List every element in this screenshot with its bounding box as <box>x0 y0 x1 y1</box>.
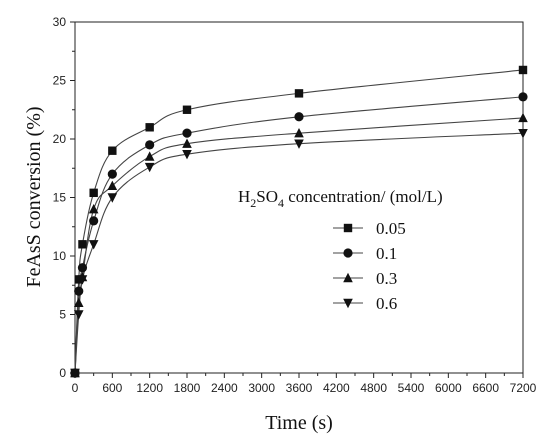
x-tick-label: 5400 <box>398 381 425 395</box>
x-tick-label: 3000 <box>248 381 275 395</box>
x-tick-label: 3600 <box>286 381 313 395</box>
data-point-0.05 <box>518 65 528 75</box>
legend-marker-0.3 <box>343 272 353 283</box>
legend-label-0.3: 0.3 <box>376 269 397 288</box>
data-point-0.3 <box>294 127 304 138</box>
data-point-0.6 <box>144 162 155 173</box>
data-point-0.3 <box>518 112 528 123</box>
data-point-0.05 <box>108 146 117 155</box>
data-point-0.3 <box>73 297 84 307</box>
legend-marker-0.05 <box>343 223 353 233</box>
data-point-0.1 <box>89 216 99 226</box>
data-point-0.3 <box>88 204 99 214</box>
y-tick-label: 10 <box>53 249 67 263</box>
legend-marker-0.1 <box>343 248 353 258</box>
data-point-0.6 <box>518 128 528 139</box>
y-axis-ticks: 0 5 10 15 20 25 30 <box>53 15 75 380</box>
x-tick-label: 4200 <box>323 381 350 395</box>
x-tick-label: 7200 <box>510 381 537 395</box>
legend-label-0.1: 0.1 <box>376 244 397 263</box>
data-point-0.05 <box>294 89 304 98</box>
data-point-0.6 <box>294 139 304 149</box>
x-tick-label: 6600 <box>472 381 499 395</box>
series-line-0.6 <box>74 132 524 374</box>
data-point-0.05 <box>145 123 154 132</box>
data-point-0.1 <box>77 263 88 273</box>
legend-label-0.05: 0.05 <box>376 219 406 238</box>
data-point-0.1 <box>182 128 192 138</box>
data-point-0.1 <box>74 286 84 296</box>
x-tick-label: 600 <box>102 381 122 395</box>
y-tick-label: 15 <box>53 191 67 205</box>
y-tick-label: 30 <box>53 15 67 29</box>
y-tick-label: 25 <box>53 74 67 88</box>
y-tick-label: 0 <box>59 366 66 380</box>
x-tick-label: 1800 <box>174 381 201 395</box>
legend-title: H2SO4 concentration/ (mol/L) <box>238 187 443 210</box>
data-point-0.1 <box>294 112 304 122</box>
data-point-0.6 <box>88 240 99 250</box>
data-point-0.05 <box>78 240 87 249</box>
legend-marker-0.6 <box>343 298 353 309</box>
data-point-0.3 <box>107 180 118 190</box>
x-tick-label: 6000 <box>435 381 462 395</box>
x-axis-ticks: 0 600 1200 1800 2400 3000 3600 4200 4800 5400 6000… <box>72 373 537 395</box>
data-point-0.05 <box>89 188 98 198</box>
x-tick-label: 2400 <box>211 381 238 395</box>
data-point-0.3 <box>182 138 192 148</box>
data-point-0.6 <box>70 368 80 379</box>
y-tick-label: 5 <box>59 308 66 322</box>
y-tick-label: 20 <box>53 132 67 146</box>
data-point-0.1 <box>107 169 117 179</box>
series-line-0.3 <box>74 117 524 374</box>
legend-label-0.6: 0.6 <box>376 294 397 313</box>
data-point-0.05 <box>182 105 192 114</box>
data-point-0.1 <box>145 140 155 150</box>
x-tick-label: 0 <box>72 381 79 395</box>
y-axis-title: FeAsS conversion (%) <box>23 106 45 287</box>
data-point-0.6 <box>77 275 88 285</box>
series-markers <box>70 65 528 379</box>
x-tick-label: 4800 <box>360 381 387 395</box>
series-line-0.1 <box>74 96 524 374</box>
legend: 0.05 0.1 0.3 0.6 <box>333 219 406 313</box>
data-point-0.6 <box>107 193 118 203</box>
data-point-0.1 <box>518 92 528 102</box>
data-point-0.3 <box>144 151 155 161</box>
data-point-0.6 <box>73 310 84 320</box>
x-axis-title: Time (s) <box>265 412 333 434</box>
data-point-0.6 <box>182 150 192 160</box>
x-tick-label: 1200 <box>136 381 163 395</box>
